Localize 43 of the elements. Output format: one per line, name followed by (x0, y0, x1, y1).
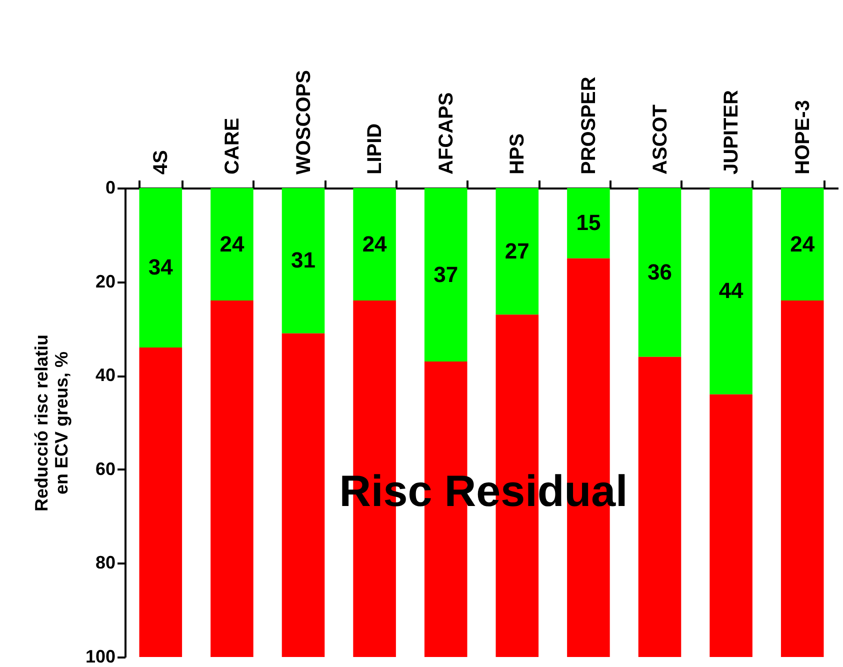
data-label: 37 (434, 262, 458, 287)
x-tick-label: HOPE-3 (792, 100, 814, 174)
bar (638, 188, 682, 357)
bar (210, 300, 254, 657)
y-tick-label: 60 (95, 458, 116, 479)
y-tick-label: 100 (85, 646, 116, 666)
bar (210, 188, 254, 301)
data-label: 24 (362, 231, 388, 256)
data-label: 34 (148, 254, 174, 280)
data-label: 15 (576, 210, 601, 236)
bar (139, 188, 182, 348)
x-tick-label: HPS (506, 133, 529, 174)
data-label: 24 (790, 231, 816, 256)
x-tick-label: JUPITER (720, 89, 743, 174)
bar (353, 188, 396, 301)
x-tick-label: WOSCOPS (292, 70, 315, 174)
x-tick-label: LIPID (364, 123, 386, 174)
bar (139, 347, 182, 657)
bar (496, 188, 539, 315)
bar (567, 188, 610, 258)
bar (638, 356, 682, 657)
bar (282, 188, 325, 334)
y-tick-label: 20 (95, 271, 116, 292)
y-tick-label: 0 (105, 178, 116, 198)
x-tick-label: CARE (221, 118, 244, 174)
y-axis-title: Reducció risc relatiu en ECV greus, % (31, 334, 72, 512)
bar (282, 333, 325, 657)
bar (780, 300, 824, 657)
x-tick-label: 4S (150, 150, 172, 174)
x-tick-label: AFCAPS (435, 92, 458, 174)
data-label: 24 (220, 231, 245, 256)
x-tick-label: ASCOT (649, 104, 672, 174)
data-label: 31 (291, 248, 316, 273)
y-tick-label: 80 (95, 552, 116, 573)
data-label: 27 (504, 238, 530, 264)
bar (424, 188, 468, 362)
bar (710, 188, 752, 394)
data-label: 44 (718, 278, 744, 304)
x-tick-label: PROSPER (578, 76, 600, 174)
bar (780, 188, 824, 301)
y-tick-label: 40 (95, 365, 116, 386)
data-label: 36 (648, 259, 672, 284)
bar (710, 394, 752, 657)
